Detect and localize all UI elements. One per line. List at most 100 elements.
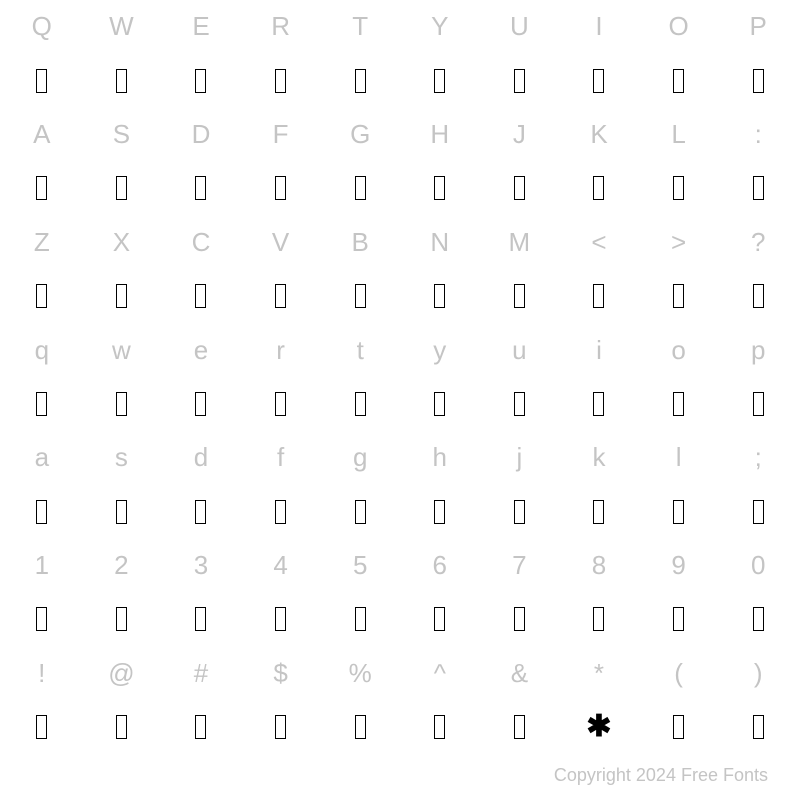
glyph-cell xyxy=(2,269,82,323)
glyph-cell xyxy=(718,592,798,646)
glyph-cell xyxy=(400,485,480,539)
char-label: X xyxy=(82,215,162,269)
char-label: s xyxy=(82,431,162,485)
missing-glyph-box xyxy=(514,715,525,739)
missing-glyph-box xyxy=(593,69,604,93)
glyph-cell xyxy=(559,377,639,431)
glyph-cell xyxy=(639,485,719,539)
char-label: k xyxy=(559,431,639,485)
copyright-footer: Copyright 2024 Free Fonts xyxy=(554,765,768,786)
glyph-cell xyxy=(480,700,560,754)
missing-glyph-box xyxy=(593,176,604,200)
glyph-cell: ✱ xyxy=(559,700,639,754)
missing-glyph-box xyxy=(275,715,286,739)
char-label: : xyxy=(718,108,798,162)
missing-glyph-box xyxy=(275,284,286,308)
char-label: T xyxy=(320,0,400,54)
missing-glyph-box xyxy=(514,284,525,308)
glyph-cell xyxy=(559,162,639,216)
char-label: ; xyxy=(718,431,798,485)
missing-glyph-box xyxy=(36,715,47,739)
missing-glyph-box xyxy=(36,500,47,524)
missing-glyph-box xyxy=(514,69,525,93)
glyph-cell xyxy=(480,377,560,431)
glyph-cell xyxy=(2,54,82,108)
char-label: I xyxy=(559,0,639,54)
missing-glyph-box xyxy=(753,69,764,93)
char-label: * xyxy=(559,646,639,700)
char-label: 5 xyxy=(320,539,400,593)
missing-glyph-box xyxy=(753,392,764,416)
char-label: E xyxy=(161,0,241,54)
glyph-cell xyxy=(82,54,162,108)
glyph-cell xyxy=(241,54,321,108)
missing-glyph-box xyxy=(514,176,525,200)
glyph-cell xyxy=(480,162,560,216)
glyph-cell xyxy=(161,485,241,539)
glyph-cell xyxy=(161,700,241,754)
char-label: p xyxy=(718,323,798,377)
missing-glyph-box xyxy=(673,500,684,524)
char-label: F xyxy=(241,108,321,162)
glyph-cell xyxy=(559,54,639,108)
glyph-cell xyxy=(718,485,798,539)
missing-glyph-box xyxy=(36,607,47,631)
glyph-cell xyxy=(2,485,82,539)
missing-glyph-box xyxy=(195,284,206,308)
missing-glyph-box xyxy=(753,284,764,308)
missing-glyph-box xyxy=(116,284,127,308)
char-label: l xyxy=(639,431,719,485)
glyph-cell xyxy=(82,700,162,754)
char-label: i xyxy=(559,323,639,377)
glyph-cell xyxy=(241,377,321,431)
missing-glyph-box xyxy=(673,176,684,200)
glyph-cell xyxy=(241,592,321,646)
char-label: a xyxy=(2,431,82,485)
char-label: ) xyxy=(718,646,798,700)
glyph-cell xyxy=(241,162,321,216)
missing-glyph-box xyxy=(434,69,445,93)
char-label: & xyxy=(480,646,560,700)
char-label: > xyxy=(639,215,719,269)
missing-glyph-box xyxy=(275,607,286,631)
char-label: R xyxy=(241,0,321,54)
missing-glyph-box xyxy=(116,392,127,416)
char-label: o xyxy=(639,323,719,377)
missing-glyph-box xyxy=(673,69,684,93)
missing-glyph-box xyxy=(195,69,206,93)
missing-glyph-box xyxy=(355,500,366,524)
char-label: M xyxy=(480,215,560,269)
missing-glyph-box xyxy=(195,500,206,524)
glyph-cell xyxy=(161,377,241,431)
glyph-cell xyxy=(2,377,82,431)
glyph-cell xyxy=(639,377,719,431)
char-label: H xyxy=(400,108,480,162)
missing-glyph-box xyxy=(593,392,604,416)
char-label: Z xyxy=(2,215,82,269)
missing-glyph-box xyxy=(355,69,366,93)
missing-glyph-box xyxy=(673,607,684,631)
glyph-cell xyxy=(82,592,162,646)
missing-glyph-box xyxy=(753,715,764,739)
glyph-cell xyxy=(82,485,162,539)
missing-glyph-box xyxy=(195,176,206,200)
char-label: u xyxy=(480,323,560,377)
glyph-cell xyxy=(161,592,241,646)
missing-glyph-box xyxy=(753,500,764,524)
glyph-cell xyxy=(320,700,400,754)
missing-glyph-box xyxy=(434,392,445,416)
glyph-cell xyxy=(639,162,719,216)
glyph-cell xyxy=(2,700,82,754)
glyph-cell xyxy=(559,592,639,646)
glyph-cell xyxy=(82,377,162,431)
missing-glyph-box xyxy=(355,392,366,416)
char-label: C xyxy=(161,215,241,269)
missing-glyph-box xyxy=(434,500,445,524)
missing-glyph-box xyxy=(434,607,445,631)
missing-glyph-box xyxy=(673,715,684,739)
char-label: h xyxy=(400,431,480,485)
missing-glyph-box xyxy=(355,176,366,200)
char-label: J xyxy=(480,108,560,162)
char-label: 8 xyxy=(559,539,639,593)
glyph-cell xyxy=(718,162,798,216)
